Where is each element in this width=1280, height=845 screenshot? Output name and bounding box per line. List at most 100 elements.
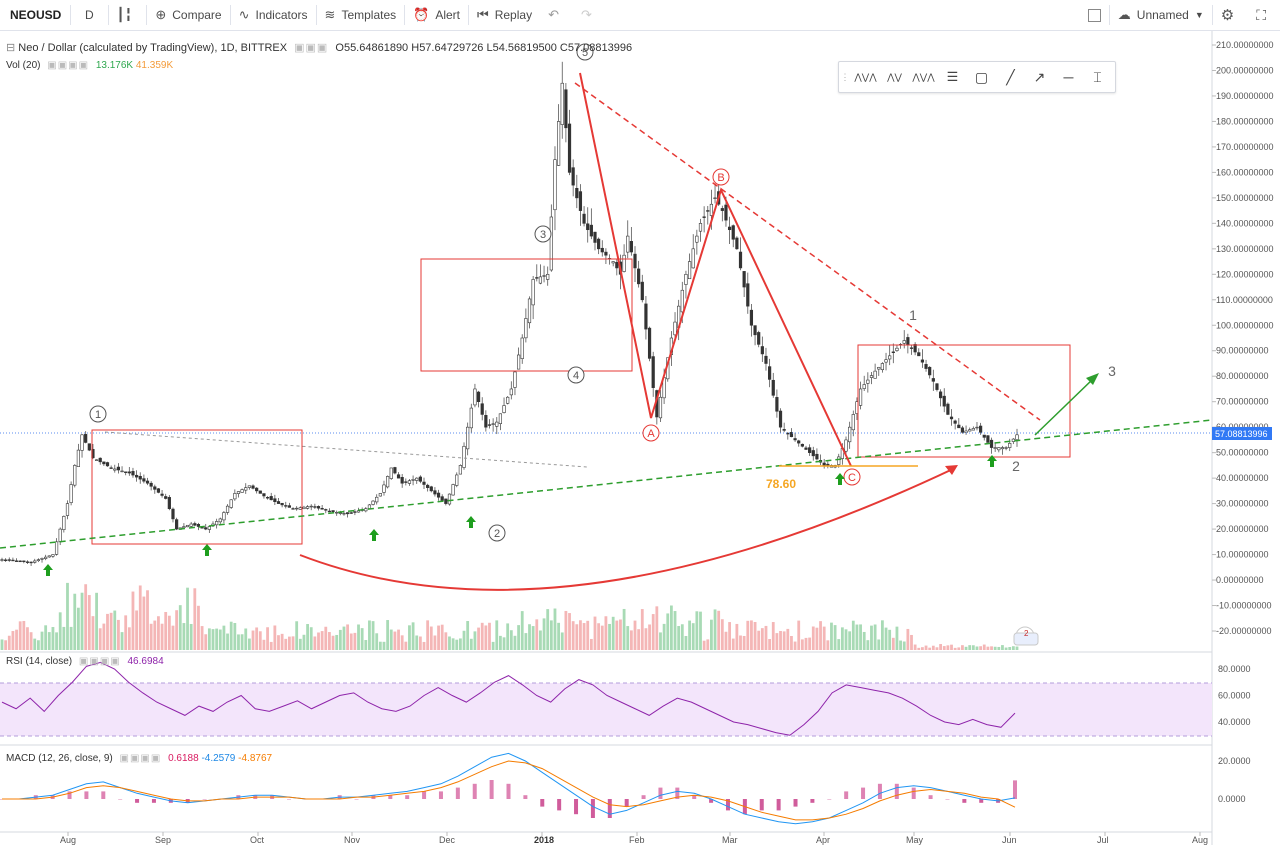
candle-body bbox=[993, 447, 997, 449]
price-tick-label: 50.00000000 bbox=[1216, 448, 1269, 458]
rsi-tick-label: 80.0000 bbox=[1218, 664, 1251, 674]
volume-bar bbox=[69, 626, 73, 650]
candle-body bbox=[516, 354, 521, 370]
candle-body bbox=[902, 340, 906, 344]
rsi-buttons[interactable]: ▣▣▣▣ bbox=[78, 656, 121, 667]
elliott-abc-icon[interactable]: ⋀⋁ bbox=[887, 71, 902, 82]
price-axis[interactable]: 210.00000000 200.00000000 190.00000000 180.… bbox=[1212, 40, 1274, 636]
candle-body bbox=[262, 493, 266, 497]
legend-collapse-icon[interactable]: ⊟ bbox=[6, 42, 16, 54]
macd-histogram-bar bbox=[844, 791, 849, 799]
volume-bar bbox=[306, 624, 309, 650]
candle-body bbox=[895, 347, 899, 351]
candle-body bbox=[826, 463, 830, 466]
macd-histogram-bar bbox=[135, 799, 140, 803]
candle-body bbox=[582, 213, 586, 224]
rsi-line bbox=[1, 661, 1016, 736]
ray-icon[interactable]: ↗ bbox=[1033, 68, 1046, 85]
volume-bar bbox=[480, 622, 484, 650]
time-axis[interactable]: Aug Sep Oct Nov Dec 2018 Feb Mar Apr May Jun Jul Aug bbox=[60, 832, 1208, 845]
grey-trendline[interactable] bbox=[104, 431, 588, 468]
horizontal-line-icon[interactable]: ─ bbox=[1063, 69, 1074, 85]
green-trendline[interactable] bbox=[0, 419, 1213, 549]
vol-buttons[interactable]: ▣▣▣▣ bbox=[47, 60, 90, 71]
symbol-search[interactable]: NEOUSD bbox=[10, 8, 62, 22]
time-tick-label: Apr bbox=[816, 835, 830, 845]
redo-button[interactable]: ↷ bbox=[573, 0, 606, 31]
toolbar-divider bbox=[70, 5, 71, 25]
chart-type-button[interactable]: ┃╏ bbox=[109, 0, 147, 31]
volume-bar bbox=[120, 632, 124, 650]
volume-bar bbox=[611, 616, 615, 650]
candle-body bbox=[353, 511, 357, 513]
volume-bar bbox=[797, 620, 801, 650]
drag-handle-icon[interactable]: ⋮ bbox=[840, 71, 850, 82]
candle-body bbox=[142, 478, 146, 482]
candle-body bbox=[167, 497, 171, 510]
legend-buttons[interactable]: ▣▣▣ bbox=[294, 42, 329, 54]
elliott-abcde-icon[interactable]: ⋀⋁⋀ bbox=[912, 71, 935, 82]
templates-button[interactable]: ≋ Templates bbox=[317, 0, 405, 31]
candle-body bbox=[375, 496, 379, 503]
volume-bar bbox=[808, 637, 812, 650]
range-box-2[interactable] bbox=[420, 258, 633, 372]
candle-body bbox=[680, 289, 684, 313]
wave-label-circle bbox=[488, 524, 506, 542]
volume-bar bbox=[109, 612, 113, 650]
candle-body bbox=[120, 470, 124, 473]
volume-bar bbox=[535, 619, 539, 650]
macd-buttons[interactable]: ▣▣▣▣ bbox=[119, 753, 162, 764]
volume-bar bbox=[258, 631, 262, 650]
red-arc[interactable] bbox=[299, 467, 956, 591]
rectangle-icon[interactable]: ▢ bbox=[974, 68, 989, 85]
red-trendline[interactable] bbox=[574, 82, 1041, 421]
rsi-label: RSI (14, close) bbox=[6, 656, 73, 667]
trendline-icon[interactable]: ╱ bbox=[1006, 68, 1015, 85]
layout-menu[interactable]: ☁ Unnamed ▼ bbox=[1110, 0, 1212, 31]
candle-body bbox=[4, 559, 8, 561]
candle-body bbox=[295, 507, 299, 510]
range-box-1[interactable] bbox=[91, 429, 303, 545]
candle-body bbox=[40, 558, 44, 560]
volume-bar bbox=[87, 595, 91, 650]
volume-bar bbox=[924, 645, 928, 650]
alert-button[interactable]: ⏰ Alert bbox=[405, 0, 468, 31]
settings-button[interactable]: ⚙ bbox=[1213, 0, 1248, 31]
volume-bar bbox=[175, 610, 179, 650]
interval-button[interactable]: D bbox=[85, 8, 94, 22]
abc-correction-lines[interactable] bbox=[579, 72, 852, 467]
volume-bar bbox=[600, 625, 604, 650]
projection-arrow[interactable] bbox=[1034, 377, 1095, 436]
checkbox-icon bbox=[1087, 8, 1101, 22]
candle-body bbox=[113, 468, 117, 471]
candle-body bbox=[14, 560, 19, 562]
fullscreen-button[interactable]: ⛶ bbox=[1248, 0, 1280, 31]
annotations[interactable]: 78.60 1 2 3 4 5 A B C 1 2 3 bbox=[0, 43, 1213, 591]
macd-histogram-bar bbox=[658, 787, 663, 799]
candle-body bbox=[444, 498, 448, 504]
lines-icon[interactable]: ☰ bbox=[946, 69, 959, 84]
candle-body bbox=[346, 512, 350, 515]
vertical-measure-icon[interactable]: ⌶ bbox=[1093, 68, 1102, 85]
legend-close: C57.08813996 bbox=[559, 42, 633, 54]
candle-body bbox=[451, 484, 455, 496]
multi-chart-button[interactable] bbox=[1080, 0, 1109, 31]
volume-bar bbox=[557, 622, 561, 650]
elliott-impulse-icon[interactable]: ⋀⋁⋀ bbox=[854, 71, 877, 82]
candle-body bbox=[156, 488, 161, 493]
undo-button[interactable]: ↶ bbox=[540, 0, 573, 31]
candle-body bbox=[440, 496, 444, 501]
compare-button[interactable]: ⊕ Compare bbox=[147, 0, 229, 31]
candle-body bbox=[218, 518, 222, 523]
candle-body bbox=[964, 430, 968, 433]
price-scale-badge[interactable]: 2 bbox=[1013, 626, 1039, 646]
candle-body bbox=[542, 275, 546, 277]
replay-button[interactable]: ⏮ Replay bbox=[469, 0, 540, 31]
volume-bar bbox=[724, 631, 728, 650]
macd-histogram-bar bbox=[1013, 780, 1017, 799]
volume-bar bbox=[586, 620, 590, 650]
redo-icon: ↷ bbox=[580, 7, 592, 22]
candle-body bbox=[476, 391, 481, 402]
indicators-button[interactable]: ∿ Indicators bbox=[231, 0, 316, 31]
